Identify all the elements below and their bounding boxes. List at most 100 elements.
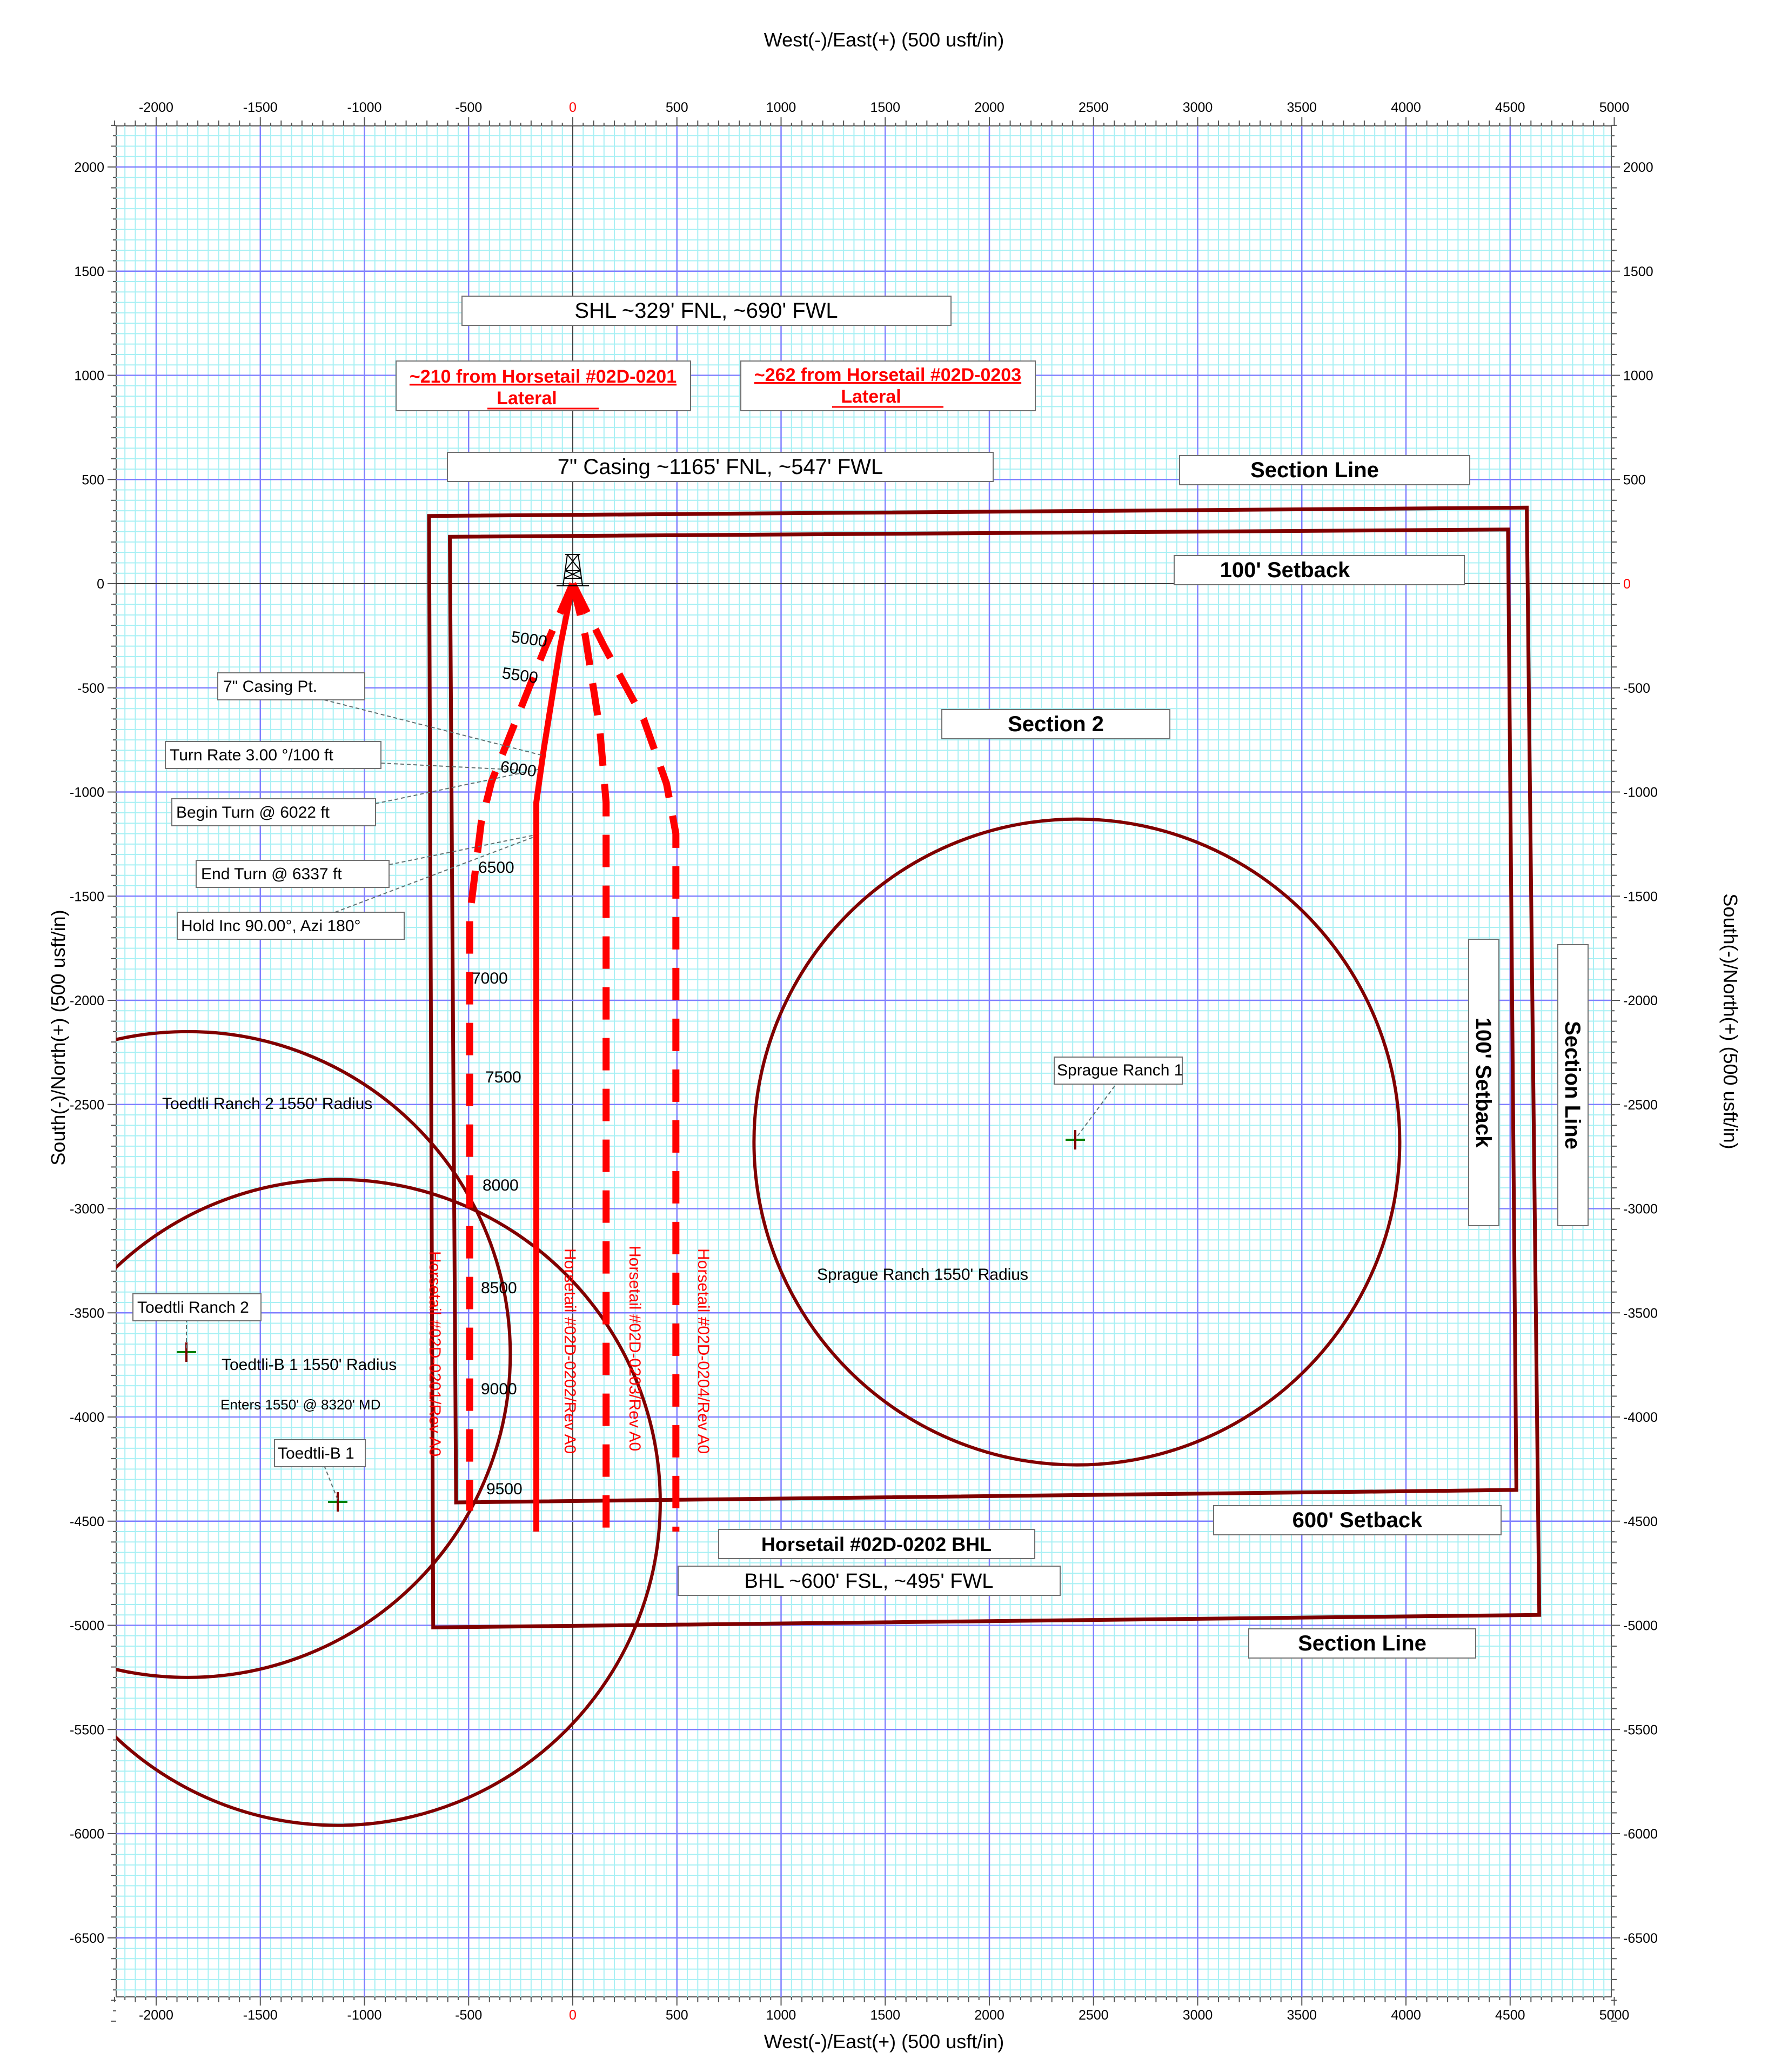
x-tick-label: 5000 bbox=[1599, 2008, 1630, 2023]
depth-label: 8000 bbox=[483, 1177, 519, 1194]
toedtli-ranch-2-radius-circle bbox=[116, 1030, 512, 1679]
x-tick-label: 2500 bbox=[1079, 2008, 1109, 2023]
setback-100-right-label: 100' Setback bbox=[1471, 1018, 1495, 1148]
depth-label: 8500 bbox=[481, 1279, 517, 1297]
x-tick-label: -1000 bbox=[347, 100, 382, 115]
turn-rate-box bbox=[165, 741, 381, 769]
x-axis-title-top: West(-)/East(+) (500 usft/in) bbox=[764, 29, 1004, 51]
x-tick-label: 1500 bbox=[870, 100, 900, 115]
y-axis-title-right: South(-)/North(+) (500 usft/in) bbox=[1719, 893, 1742, 1149]
x-tick-label: -500 bbox=[455, 100, 482, 115]
y-tick-label: -1000 bbox=[70, 785, 104, 800]
hold-inc-box bbox=[177, 912, 405, 940]
bhl-name-label: Horsetail #02D-0202 BHL bbox=[761, 1533, 992, 1555]
setback-100-right-box bbox=[1468, 939, 1499, 1226]
depth-label: 7500 bbox=[485, 1068, 521, 1086]
from-0203-label-line1: ~262 from Horsetail #02D-0203 bbox=[754, 365, 1021, 385]
setback-100-top-label: 100' Setback bbox=[1220, 558, 1351, 582]
toedtli-ranch-2-label: Toedtli Ranch 2 bbox=[137, 1299, 249, 1316]
y-tick-label: -3500 bbox=[1623, 1306, 1658, 1321]
y-tick-label: 500 bbox=[82, 472, 104, 487]
setback-600-box bbox=[1213, 1505, 1502, 1535]
section-line-right-box bbox=[1557, 944, 1589, 1226]
y-tick-label: -500 bbox=[1623, 681, 1650, 696]
x-tick-label: 1000 bbox=[766, 100, 796, 115]
begin-turn-box bbox=[171, 798, 376, 826]
x-tick-label: 3000 bbox=[1183, 2008, 1213, 2023]
toedtli-b-1-radius-circle bbox=[116, 1178, 662, 1827]
depth-label: 9500 bbox=[486, 1480, 523, 1498]
y-tick-label: 2000 bbox=[74, 160, 104, 175]
y-tick-label: -2500 bbox=[70, 1098, 104, 1113]
casing-pt-label: 7" Casing Pt. bbox=[223, 678, 317, 696]
section-line-bottom-box bbox=[1248, 1628, 1476, 1659]
well-name-0204: Horsetail #02D-0204/Rev A0 bbox=[694, 1248, 712, 1454]
well-name-0201: Horsetail #02D-0201/Rev A0 bbox=[426, 1251, 444, 1456]
x-tick-label: 4000 bbox=[1391, 100, 1421, 115]
end-turn-box bbox=[196, 860, 390, 888]
x-tick-label: 500 bbox=[666, 100, 688, 115]
y-tick-label: -5000 bbox=[1623, 1619, 1658, 1634]
y-tick-label: -5500 bbox=[1623, 1722, 1658, 1737]
section-2-box bbox=[941, 709, 1170, 739]
y-tick-label: -6000 bbox=[1623, 1827, 1658, 1842]
toedtli-b-1-marker-icon bbox=[328, 1492, 347, 1512]
y-tick-label: -3000 bbox=[1623, 1202, 1658, 1217]
x-tick-label: 500 bbox=[666, 2008, 688, 2023]
depth-label: 6500 bbox=[478, 859, 514, 877]
setback-600-label: 600' Setback bbox=[1292, 1508, 1423, 1532]
x-tick-label: 3500 bbox=[1287, 2008, 1317, 2023]
x-tick-label: -1500 bbox=[243, 100, 278, 115]
y-tick-label: -6500 bbox=[1623, 1931, 1658, 1946]
bhl-label: BHL ~600' FSL, ~495' FWL bbox=[745, 1570, 994, 1593]
depth-label: 9000 bbox=[481, 1380, 517, 1398]
y-tick-label: -5500 bbox=[70, 1722, 104, 1737]
well-paths bbox=[466, 582, 680, 1532]
y-tick-label: -1500 bbox=[1623, 889, 1658, 904]
x-tick-label: 0 bbox=[569, 2008, 577, 2023]
toedtli-b-1-radius-label: Toedtli-B 1 1550' Radius bbox=[222, 1356, 397, 1374]
x-tick-label: 3000 bbox=[1183, 100, 1213, 115]
hold-inc-label: Hold Inc 90.00°, Azi 180° bbox=[181, 917, 361, 935]
section-outline bbox=[427, 505, 1542, 1629]
sprague-ranch-1-box bbox=[1054, 1057, 1183, 1085]
boxed-labels bbox=[132, 296, 1589, 1659]
section-line-right-label: Section Line bbox=[1561, 1021, 1584, 1149]
x-tick-label: 2000 bbox=[974, 100, 1004, 115]
from-0203-label-line2: Lateral bbox=[841, 386, 901, 407]
well-path-0202 bbox=[533, 583, 576, 1532]
y-tick-label: 1500 bbox=[74, 264, 104, 279]
y-tick-label: -2000 bbox=[70, 993, 104, 1008]
x-tick-label: 4500 bbox=[1495, 2008, 1525, 2023]
shl-label-box bbox=[461, 296, 952, 326]
well-name-labels: Horsetail #02D-0201/Rev A0 Horsetail #02… bbox=[426, 1246, 712, 1456]
y-tick-label: 1000 bbox=[74, 369, 104, 384]
x-tick-label: 5000 bbox=[1599, 100, 1630, 115]
turn-rate-label: Turn Rate 3.00 °/100 ft bbox=[170, 746, 333, 764]
y-tick-label: 1000 bbox=[1623, 369, 1653, 384]
well-name-0202: Horsetail #02D-0202/Rev A0 bbox=[561, 1248, 579, 1454]
x-tick-label: 4000 bbox=[1391, 2008, 1421, 2023]
depth-label: 5500 bbox=[501, 664, 539, 687]
plot-frame bbox=[116, 125, 1612, 1997]
sprague-ranch-radius-circle bbox=[752, 817, 1402, 1467]
axis-ticks: -2000-2000-1500-1500-1000-1000-500-50000… bbox=[70, 100, 1658, 2023]
x-tick-label: -500 bbox=[455, 2008, 482, 2023]
toedtli-ranch-2-box bbox=[132, 1293, 262, 1321]
from-0203-label-box bbox=[740, 360, 1036, 411]
well-path-0204 bbox=[570, 582, 680, 1532]
x-tick-label: -2000 bbox=[139, 100, 173, 115]
y-tick-label: -3000 bbox=[70, 1202, 104, 1217]
sprague-ranch-1-label: Sprague Ranch 1 bbox=[1057, 1061, 1183, 1079]
y-tick-label: -3500 bbox=[70, 1306, 104, 1321]
depth-label: 5000 bbox=[510, 628, 548, 651]
sprague-ranch-1-marker-icon bbox=[1066, 1130, 1085, 1149]
x-axis-title-bottom: West(-)/East(+) (500 usft/in) bbox=[764, 2030, 1004, 2053]
y-tick-label: -2000 bbox=[1623, 993, 1658, 1008]
boxed-label-texts: SHL ~329' FNL, ~690' FWL ~210 from Horse… bbox=[137, 299, 1584, 1655]
y-tick-label: -4500 bbox=[1623, 1514, 1658, 1529]
y-tick-label: 2000 bbox=[1623, 160, 1653, 175]
x-tick-label: -1000 bbox=[347, 2008, 382, 2023]
y-tick-label: 0 bbox=[97, 577, 104, 592]
